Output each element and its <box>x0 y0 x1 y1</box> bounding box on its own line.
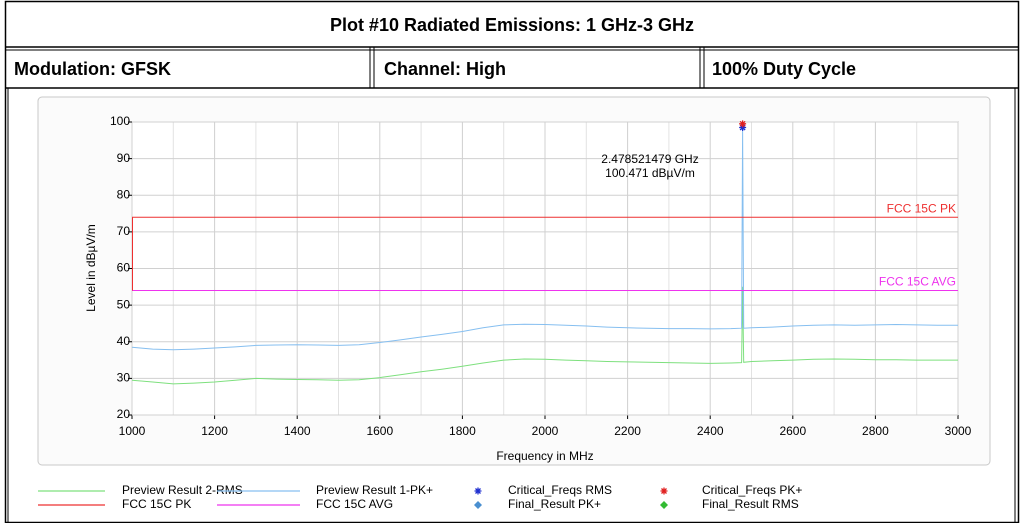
x-tick-label: 2000 <box>532 424 559 438</box>
legend-label: Critical_Freqs RMS <box>508 483 612 497</box>
x-tick-label: 2200 <box>614 424 641 438</box>
x-tick-label: 2600 <box>779 424 806 438</box>
legend-label: Final_Result PK+ <box>508 497 601 511</box>
limit-label: FCC 15C AVG <box>879 275 956 289</box>
annotation: 100.471 dBµV/m <box>605 166 695 180</box>
marker <box>739 123 747 131</box>
y-tick-label: 30 <box>117 371 131 385</box>
x-tick-label: 2800 <box>862 424 889 438</box>
y-tick-label: 60 <box>117 261 131 275</box>
y-tick-label: 70 <box>117 224 131 238</box>
y-tick-label: 80 <box>117 187 131 201</box>
x-tick-label: 1400 <box>284 424 311 438</box>
legend-label: Final_Result RMS <box>702 497 799 511</box>
legend-label: FCC 15C AVG <box>316 497 393 511</box>
y-tick-label: 100 <box>110 114 130 128</box>
header-cell: Channel: High <box>384 59 506 79</box>
legend-swatch <box>474 487 482 495</box>
header-cell: Modulation: GFSK <box>14 59 171 79</box>
x-tick-label: 3000 <box>945 424 972 438</box>
limit-label: FCC 15C PK <box>887 201 956 215</box>
x-tick-label: 2400 <box>697 424 724 438</box>
legend-label: Preview Result 1-PK+ <box>316 483 433 497</box>
x-axis-label: Frequency in MHz <box>496 449 593 463</box>
trace <box>131 129 958 351</box>
x-tick-label: 1600 <box>366 424 393 438</box>
legend-label: Critical_Freqs PK+ <box>702 483 802 497</box>
title: Plot #10 Radiated Emissions: 1 GHz-3 GHz <box>330 15 694 35</box>
header-cell: 100% Duty Cycle <box>712 59 856 79</box>
legend-label: FCC 15C PK <box>122 497 191 511</box>
y-tick-label: 50 <box>117 297 131 311</box>
legend-swatch <box>660 487 668 495</box>
legend-swatch <box>474 501 482 509</box>
legend-swatch <box>660 501 668 509</box>
annotation: 2.478521479 GHz <box>601 152 698 166</box>
x-tick-label: 1200 <box>201 424 228 438</box>
x-tick-label: 1800 <box>449 424 476 438</box>
y-tick-label: 20 <box>117 407 131 421</box>
y-tick-label: 40 <box>117 334 131 348</box>
marker <box>739 120 747 128</box>
y-axis-label: Level in dBµV/m <box>84 224 98 312</box>
trace <box>131 286 958 385</box>
legend-label: Preview Result 2-RMS <box>122 483 243 497</box>
y-tick-label: 90 <box>117 151 131 165</box>
x-tick-label: 1000 <box>119 424 146 438</box>
